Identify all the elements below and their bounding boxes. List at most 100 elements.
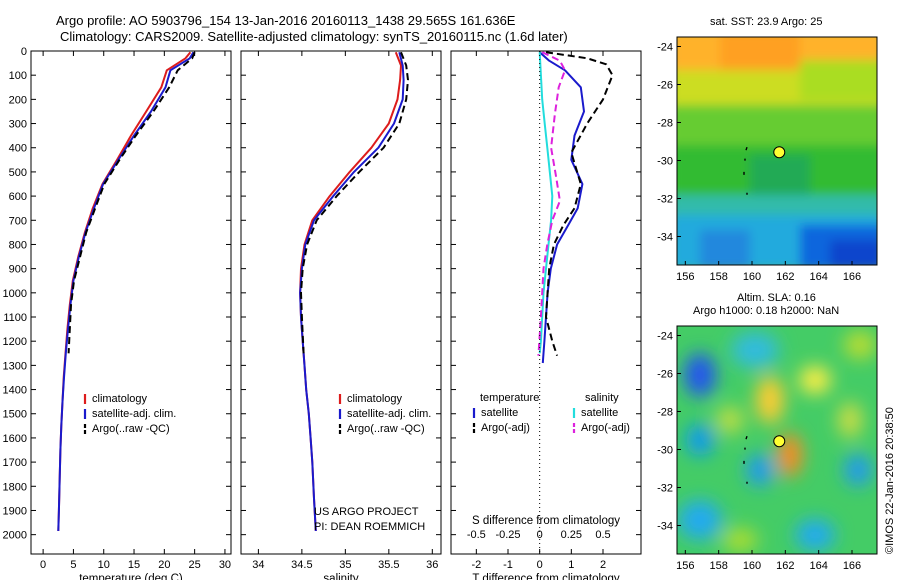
difference-series-temperature-satellite	[539, 51, 585, 364]
sla-map-xtick-label: 162	[776, 560, 794, 572]
temperature-ytick-label: 1500	[3, 409, 27, 421]
sst-map-xtick-label: 160	[743, 271, 761, 283]
temperature-ytick-label: 1400	[3, 385, 27, 397]
temperature-ytick-label: 1300	[3, 360, 27, 372]
temperature-axes-frame	[30, 50, 232, 555]
difference-xtick-label: 0	[537, 559, 543, 571]
difference-x2label: S difference from climatology	[472, 515, 620, 527]
sla-map: 156 158 160 162 164 166 -24 -26 -28 -30 -32 -34	[657, 325, 878, 572]
salinity-xtick-label: 34.5	[291, 559, 312, 571]
salinity-series-climatology	[299, 51, 402, 532]
salinity-profile-panel: 34 34.5 35 35.5 36 salinity climatology satelli…	[240, 50, 442, 580]
salinity-xlabel: salinity	[323, 573, 358, 580]
difference-xtick-label: 2	[600, 559, 606, 571]
difference-profile-panel: -2 -1 0 1 2 T difference from climatology -0.5…	[450, 50, 642, 580]
temperature-ytick-label: 200	[9, 94, 27, 106]
temperature-ytick-label: 900	[9, 264, 27, 276]
temperature-ytick-label: 600	[9, 191, 27, 203]
salinity-xtick-label: 35.5	[378, 559, 399, 571]
sla-map-argo-heights: Argo h1000: 0.18 h2000: NaN	[693, 305, 839, 317]
pi-credit: PI: DEAN ROEMMICH	[314, 521, 425, 533]
sst-map-xtick-label: 158	[709, 271, 727, 283]
sla-map-xtick-label: 160	[743, 560, 761, 572]
sla-map-xtick-label: 166	[843, 560, 861, 572]
sla-map-float-marker	[773, 435, 786, 448]
salinity-legend-label: climatology	[347, 393, 403, 405]
difference-series-temperature-argo-adj	[545, 51, 614, 357]
temperature-xtick-label: 20	[158, 559, 170, 571]
temperature-ytick-label: 700	[9, 215, 27, 227]
salinity-xtick-label: 35	[339, 559, 351, 571]
sla-map-title: Altim. SLA: 0.16	[737, 292, 816, 304]
difference-x2tick-label: 0	[537, 529, 543, 541]
sst-map-xtick-label: 156	[676, 271, 694, 283]
sla-map-ytick-label: -34	[657, 521, 673, 533]
sla-map-xtick-label: 158	[709, 560, 727, 572]
temperature-legend-label: satellite-adj. clim.	[92, 408, 176, 420]
sla-map-xtick-label: 164	[809, 560, 827, 572]
sst-map-ytick-label: -28	[657, 118, 673, 130]
salinity-series-argo-raw-qc	[300, 51, 409, 354]
sst-map: 156 158 160 162 164 166 -24 -26 -28 -30 -32 -34	[657, 36, 878, 283]
temperature-ytick-label: 100	[9, 70, 27, 82]
sla-map-ytick-label: -32	[657, 483, 673, 495]
sst-map-ytick-label: -34	[657, 232, 673, 244]
sla-map-island-outline	[743, 435, 748, 484]
sla-map-ytick-label: -30	[657, 445, 673, 457]
difference-legend-temperature-header: temperature	[480, 392, 539, 404]
temperature-ytick-label: 1900	[3, 505, 27, 517]
sst-map-ytick-label: -32	[657, 194, 673, 206]
temperature-xtick-label: 15	[128, 559, 140, 571]
difference-xtick-label: -2	[471, 559, 481, 571]
sst-map-xtick-label: 164	[809, 271, 827, 283]
temperature-ytick-label: 300	[9, 119, 27, 131]
temperature-ytick-label: 1700	[3, 457, 27, 469]
temperature-ytick-label: 400	[9, 143, 27, 155]
difference-axes-frame	[450, 50, 642, 555]
salinity-xtick-label: 34	[252, 559, 264, 571]
salinity-xtick-label: 36	[426, 559, 438, 571]
sst-map-ytick-label: -30	[657, 156, 673, 168]
temperature-ytick-label: 1100	[3, 312, 27, 324]
temperature-ytick-label: 1800	[3, 481, 27, 493]
difference-salinity-legend-label: Argo(-adj)	[581, 422, 630, 434]
difference-xlabel: T difference from climatology	[472, 573, 619, 580]
temperature-ytick-label: 0	[21, 46, 27, 58]
temperature-xtick-label: 30	[219, 559, 231, 571]
temperature-ytick-label: 800	[9, 239, 27, 251]
sla-map-xtick-label: 156	[676, 560, 694, 572]
difference-salinity-legend-label: satellite	[581, 407, 618, 419]
temperature-ytick-label: 1200	[3, 336, 27, 348]
temperature-xtick-label: 25	[189, 559, 201, 571]
figure-title-line2: Climatology: CARS2009. Satellite-adjuste…	[60, 29, 568, 44]
difference-x2tick-label: -0.25	[495, 529, 520, 541]
difference-x2tick-label: 0.25	[561, 529, 582, 541]
difference-xtick-label: 1	[568, 559, 574, 571]
difference-series-salinity-satellite	[538, 52, 554, 354]
difference-series-salinity-argo-adj	[537, 51, 566, 356]
sst-map-xtick-label: 166	[843, 271, 861, 283]
difference-x2tick-label: -0.5	[467, 529, 486, 541]
sst-field	[677, 37, 877, 265]
temperature-xtick-label: 5	[70, 559, 76, 571]
difference-xtick-label: -1	[503, 559, 513, 571]
temperature-xlabel: temperature (deg C)	[79, 573, 183, 580]
project-credit: US ARGO PROJECT	[314, 506, 419, 518]
sla-map-ytick-label: -24	[657, 331, 673, 343]
sst-map-xtick-label: 162	[776, 271, 794, 283]
imos-timestamp: ©IMOS 22-Jan-2016 20:38:50	[884, 407, 896, 554]
difference-temperature-legend-label: satellite	[481, 407, 518, 419]
temperature-ytick-label: 1000	[3, 288, 27, 300]
salinity-legend-label: Argo(..raw -QC)	[347, 423, 425, 435]
temperature-legend-label: Argo(..raw -QC)	[92, 423, 170, 435]
sst-map-ytick-label: -26	[657, 80, 673, 92]
sst-map-float-marker	[773, 146, 786, 159]
difference-x2tick-label: 0.5	[595, 529, 610, 541]
temperature-xtick-label: 0	[40, 559, 46, 571]
salinity-legend-label: satellite-adj. clim.	[347, 408, 431, 420]
temperature-legend-label: climatology	[92, 393, 148, 405]
temperature-series-argo-raw-qc	[67, 51, 196, 354]
temperature-ytick-label: 2000	[3, 530, 27, 542]
sst-map-island-outline	[743, 146, 748, 195]
